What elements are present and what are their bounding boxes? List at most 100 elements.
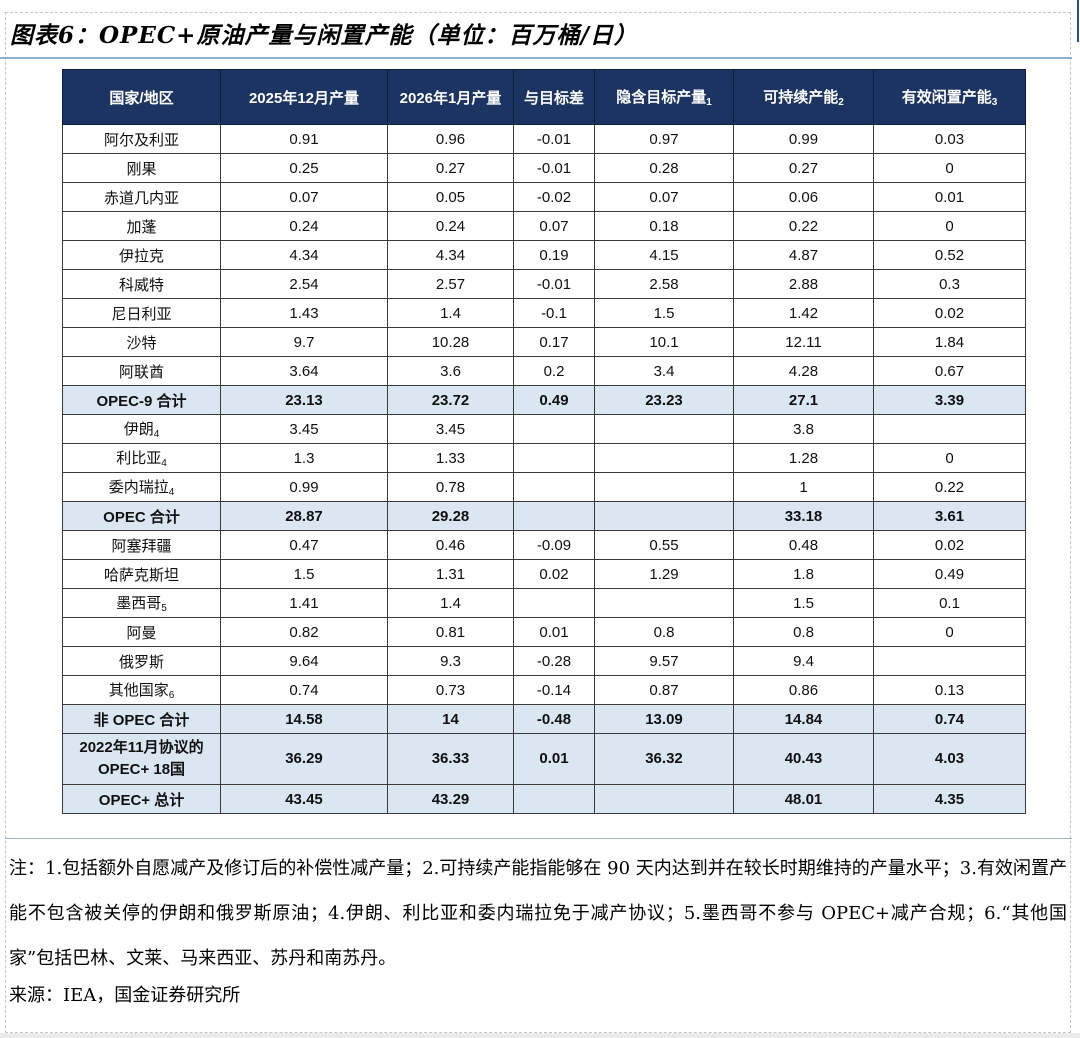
value-cell: 0.17 <box>513 327 595 357</box>
row-label-cell: OPEC-9 合计 <box>62 385 221 415</box>
value-cell: 23.72 <box>387 385 514 415</box>
value-cell: 0.03 <box>873 124 1026 154</box>
value-cell: 1.42 <box>733 298 874 328</box>
value-cell: 1.84 <box>873 327 1026 357</box>
row-label: 沙特 <box>126 334 157 352</box>
value-cell <box>513 443 595 473</box>
row-label-cell: 墨西哥5 <box>62 588 221 618</box>
value-cell: 0.02 <box>873 298 1026 328</box>
row-label: 墨西哥5 <box>116 595 167 614</box>
value-cell: 0 <box>873 617 1026 647</box>
footnote-marker: 4 <box>161 458 167 469</box>
value-cell <box>513 501 595 531</box>
value-cell: 1.28 <box>733 443 874 473</box>
value-cell: 0.48 <box>733 530 874 560</box>
footnote-marker: 6 <box>168 690 175 701</box>
value-cell: 3.45 <box>220 414 388 444</box>
value-cell: 0.99 <box>220 472 388 502</box>
value-cell: 13.09 <box>594 704 734 734</box>
table-row: OPEC 合计 28.87 29.28 33.18 3.61 <box>62 501 1026 531</box>
row-label: 阿尔及利亚 <box>103 131 179 149</box>
value-cell: 0.25 <box>220 153 388 183</box>
row-label: 非 OPEC 合计 <box>93 711 190 729</box>
table-row: 墨西哥5 1.41 1.4 1.5 0.1 <box>62 588 1026 618</box>
value-cell: 1.41 <box>220 588 388 618</box>
value-cell: 28.87 <box>220 501 388 531</box>
row-label: 阿联酋 <box>118 363 164 381</box>
table-row: 2022年11月协议的 OPEC+ 18国 36.29 36.33 0.01 36.32 4… <box>62 733 1026 785</box>
value-cell: 0.1 <box>873 588 1026 618</box>
value-cell: 3.4 <box>594 356 734 386</box>
value-cell: 9.57 <box>594 646 734 676</box>
value-cell: 0.78 <box>387 472 514 502</box>
row-label: 委内瑞拉4 <box>108 479 175 498</box>
value-cell: 36.29 <box>220 733 388 785</box>
value-cell: 1.3 <box>220 443 388 473</box>
value-cell: 4.34 <box>387 240 514 270</box>
value-cell: 9.4 <box>733 646 874 676</box>
row-label-cell: 利比亚4 <box>62 443 221 473</box>
value-cell: 0.55 <box>594 530 734 560</box>
value-cell: 4.34 <box>220 240 388 270</box>
table-row: 科威特 2.54 2.57 -0.01 2.58 2.88 0.3 <box>62 269 1026 299</box>
column-header-label: 与目标差 <box>523 89 584 107</box>
source-line: 来源：IEA，国金证券研究所 <box>9 985 241 1006</box>
row-label-cell: 2022年11月协议的 OPEC+ 18国 <box>62 733 221 785</box>
row-label: OPEC+ 总计 <box>98 791 185 809</box>
table-row: 哈萨克斯坦 1.5 1.31 0.02 1.29 1.8 0.49 <box>62 559 1026 589</box>
row-label-cell: 沙特 <box>62 327 221 357</box>
row-label-cell: 阿尔及利亚 <box>62 124 221 154</box>
value-cell: 1.8 <box>733 559 874 589</box>
table-row: 刚果 0.25 0.27 -0.01 0.28 0.27 0 <box>62 153 1026 183</box>
value-cell: 9.64 <box>220 646 388 676</box>
value-cell: 3.8 <box>733 414 874 444</box>
column-header-label: 国家/地区 <box>109 89 174 107</box>
table-row: 阿塞拜疆 0.47 0.46 -0.09 0.55 0.48 0.02 <box>62 530 1026 560</box>
value-cell: 1.4 <box>387 298 514 328</box>
value-cell: 2.57 <box>387 269 514 299</box>
column-header-3: 与目标差 <box>513 69 595 125</box>
table-row: OPEC-9 合计 23.13 23.72 0.49 23.23 27.1 3.39 <box>62 385 1026 415</box>
value-cell: 0.96 <box>387 124 514 154</box>
row-label: 其他国家6 <box>108 682 175 701</box>
footnote-marker: 4 <box>168 487 175 498</box>
value-cell: 0.67 <box>873 356 1026 386</box>
opec-production-table: 国家/地区 2025年12月产量 2026年1月产量 与目标差 隐含目标产量1 可持续产能… <box>62 69 1026 814</box>
value-cell: 0.82 <box>220 617 388 647</box>
table-row: 尼日利亚 1.43 1.4 -0.1 1.5 1.42 0.02 <box>62 298 1026 328</box>
value-cell: 4.03 <box>873 733 1026 785</box>
value-cell: 4.28 <box>733 356 874 386</box>
value-cell: 0.24 <box>220 211 388 241</box>
value-cell: -0.01 <box>513 124 595 154</box>
value-cell: 0.07 <box>220 182 388 212</box>
value-cell: 0.22 <box>733 211 874 241</box>
row-label: 伊朗4 <box>123 421 160 440</box>
value-cell: 0.02 <box>513 559 595 589</box>
row-label-cell: 委内瑞拉4 <box>62 472 221 502</box>
row-label: 伊拉克 <box>118 247 164 265</box>
value-cell: 2.88 <box>733 269 874 299</box>
value-cell: 23.23 <box>594 385 734 415</box>
value-cell: 0.49 <box>873 559 1026 589</box>
row-label-cell: OPEC+ 总计 <box>62 784 221 814</box>
value-cell <box>594 414 734 444</box>
footnote-marker: 4 <box>153 429 160 440</box>
table-row: 非 OPEC 合计 14.58 14 -0.48 13.09 14.84 0.74 <box>62 704 1026 734</box>
value-cell: 1.31 <box>387 559 514 589</box>
value-cell: 40.43 <box>733 733 874 785</box>
value-cell: 36.33 <box>387 733 514 785</box>
value-cell: 0.86 <box>733 675 874 705</box>
column-header-4: 隐含目标产量1 <box>594 69 734 125</box>
row-label: 阿曼 <box>126 624 157 642</box>
table-header: 国家/地区 2025年12月产量 2026年1月产量 与目标差 隐含目标产量1 可持续产能… <box>62 69 1026 125</box>
row-label-cell: 俄罗斯 <box>62 646 221 676</box>
value-cell: 10.1 <box>594 327 734 357</box>
value-cell: 2.54 <box>220 269 388 299</box>
value-cell: 0 <box>873 211 1026 241</box>
value-cell: 0.01 <box>513 733 595 785</box>
value-cell: 0.07 <box>513 211 595 241</box>
table-row: 赤道几内亚 0.07 0.05 -0.02 0.07 0.06 0.01 <box>62 182 1026 212</box>
value-cell: 2.58 <box>594 269 734 299</box>
page-edge-mark <box>1077 0 1079 42</box>
value-cell: -0.14 <box>513 675 595 705</box>
